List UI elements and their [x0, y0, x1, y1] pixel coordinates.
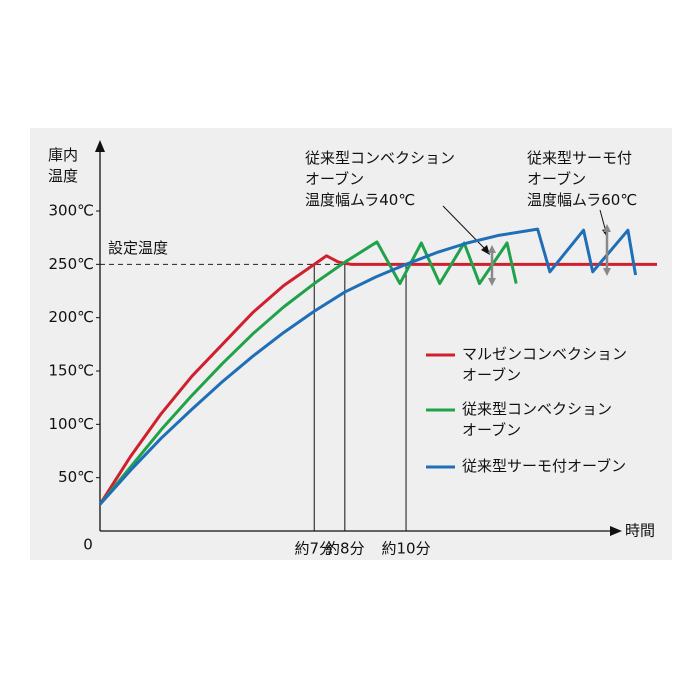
y-arrow: [95, 140, 105, 152]
annotation: 従来型サーモ付 オーブン 温度幅ムラ60℃: [527, 149, 638, 209]
y-tick-label: 100℃: [49, 415, 94, 433]
x-tick-label: 約10分: [381, 540, 430, 558]
pointer-head: [481, 245, 490, 255]
panel: [30, 128, 672, 560]
y-tick-label: 50℃: [58, 468, 94, 486]
y-axis-label: 庫内 温度: [48, 146, 79, 185]
x-tick-label: 約8分: [325, 540, 365, 558]
series-line: [98, 254, 657, 506]
x-tick-label: 約7分: [294, 540, 334, 558]
legend-label: 従来型サーモ付オーブン: [462, 457, 627, 475]
y-tick-label: 300℃: [49, 202, 94, 220]
legend-label: 従来型コンベクション オーブン: [462, 400, 613, 439]
x-axis-label: 時間: [625, 522, 655, 540]
annotation: 従来型コンベクション オーブン 温度幅ムラ40℃: [305, 149, 456, 209]
pointer: [442, 205, 487, 251]
y-tick-label: 250℃: [49, 255, 94, 273]
y-tick-label: 150℃: [49, 362, 94, 380]
y-tick-label: 200℃: [49, 308, 94, 326]
reference-label: 設定温度: [108, 239, 168, 257]
x-arrow: [610, 526, 622, 536]
legend-label: マルゼンコンベクション オーブン: [462, 345, 628, 384]
series-line: [98, 227, 638, 506]
y-tick-label: 0: [83, 536, 93, 554]
series-line: [98, 240, 518, 506]
